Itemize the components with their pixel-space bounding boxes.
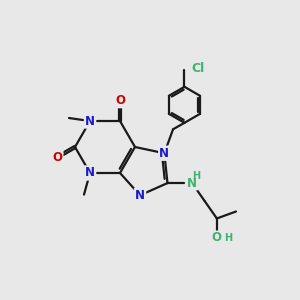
Text: N: N	[187, 177, 197, 190]
Text: H: H	[192, 171, 200, 181]
Text: O: O	[52, 151, 62, 164]
Text: N: N	[85, 167, 95, 179]
Text: N: N	[85, 115, 95, 128]
Text: N: N	[135, 189, 145, 202]
Text: N: N	[159, 147, 169, 160]
Text: O: O	[212, 232, 222, 244]
Text: O: O	[115, 94, 125, 107]
Text: H: H	[224, 233, 232, 243]
Text: Cl: Cl	[191, 62, 204, 75]
